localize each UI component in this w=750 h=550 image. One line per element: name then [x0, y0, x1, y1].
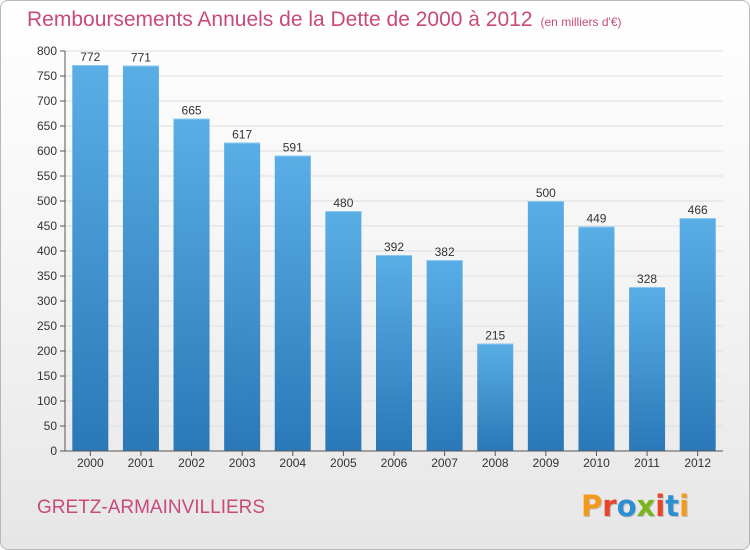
- bar: [224, 142, 261, 451]
- y-tick-label: 400: [37, 244, 57, 258]
- bar: [477, 343, 514, 451]
- y-tick-label: 200: [37, 344, 57, 358]
- y-tick-label: 150: [37, 369, 57, 383]
- y-tick-label: 250: [37, 319, 57, 333]
- chart-title: Remboursements Annuels de la Dette de 20…: [27, 8, 622, 32]
- x-tick-label: 2003: [229, 456, 256, 470]
- data-label: 665: [182, 104, 202, 118]
- data-label: 382: [435, 245, 455, 259]
- x-tick-label: 2009: [532, 456, 559, 470]
- logo-letter: i: [679, 489, 690, 523]
- y-tick-label: 100: [37, 394, 57, 408]
- data-labels: 772 771 665 617 591 480 392 382 215 500 449 328 466: [80, 50, 708, 343]
- y-tick-label: 500: [37, 194, 57, 208]
- proxiti-logo: Proxiti: [581, 489, 689, 523]
- x-axis-ticks: 2000 2001 2002 2003 2004 2005 2006 2007 2008 2009…: [77, 451, 711, 470]
- y-tick-label: 600: [37, 144, 57, 158]
- x-tick-label: 2005: [330, 456, 357, 470]
- logo-letter: x: [636, 489, 656, 523]
- data-label: 215: [485, 329, 505, 343]
- x-tick-label: 2012: [684, 456, 711, 470]
- data-label: 772: [80, 50, 100, 64]
- bar: [72, 65, 109, 451]
- bar: [629, 287, 666, 451]
- logo-letter: t: [665, 489, 680, 523]
- bars: [72, 65, 716, 451]
- chart-subtitle: (en milliers d'€): [540, 15, 622, 29]
- y-tick-label: 350: [37, 269, 57, 283]
- bar: [426, 260, 463, 451]
- x-tick-label: 2004: [279, 456, 306, 470]
- bar: [173, 118, 210, 451]
- logo-letter: P: [581, 489, 603, 523]
- bar: [679, 218, 716, 451]
- data-label: 449: [586, 212, 606, 226]
- bar: [376, 255, 412, 451]
- data-label: 328: [637, 272, 657, 286]
- bar: [527, 201, 564, 451]
- bar: [578, 226, 615, 451]
- logo-letter: o: [616, 489, 637, 523]
- x-tick-label: 2000: [77, 456, 104, 470]
- y-tick-label: 750: [37, 69, 57, 83]
- y-tick-label: 0: [50, 444, 57, 458]
- logo-letter: i: [655, 489, 666, 523]
- bar: [122, 65, 159, 451]
- x-tick-label: 2006: [381, 456, 408, 470]
- y-tick-label: 650: [37, 119, 57, 133]
- logo-letter: r: [602, 489, 617, 523]
- x-tick-label: 2002: [178, 456, 205, 470]
- data-label: 500: [536, 186, 556, 200]
- y-tick-label: 300: [37, 294, 57, 308]
- data-label: 466: [688, 203, 708, 217]
- y-tick-label: 800: [37, 44, 57, 58]
- y-tick-label: 550: [37, 169, 57, 183]
- x-tick-label: 2001: [128, 456, 155, 470]
- y-tick-label: 700: [37, 94, 57, 108]
- x-tick-label: 2008: [482, 456, 509, 470]
- bar: [325, 211, 362, 451]
- data-label: 771: [131, 51, 151, 65]
- chart-title-text: Remboursements Annuels de la Dette de 20…: [27, 8, 533, 31]
- y-tick-label: 450: [37, 219, 57, 233]
- city-name: GRETZ-ARMAINVILLIERS: [37, 497, 266, 518]
- x-tick-label: 2011: [634, 456, 660, 470]
- data-label: 392: [384, 240, 404, 254]
- data-label: 480: [333, 196, 353, 210]
- data-label: 591: [283, 141, 303, 155]
- x-tick-label: 2007: [431, 456, 458, 470]
- axes: [64, 51, 723, 452]
- y-tick-label: 50: [44, 419, 58, 433]
- bar: [274, 155, 311, 451]
- data-label: 617: [232, 128, 252, 142]
- y-axis-ticks: 0 50 100 150 200 250 300 350 400 450 500 550 600 650 7…: [37, 44, 65, 458]
- x-tick-label: 2010: [583, 456, 610, 470]
